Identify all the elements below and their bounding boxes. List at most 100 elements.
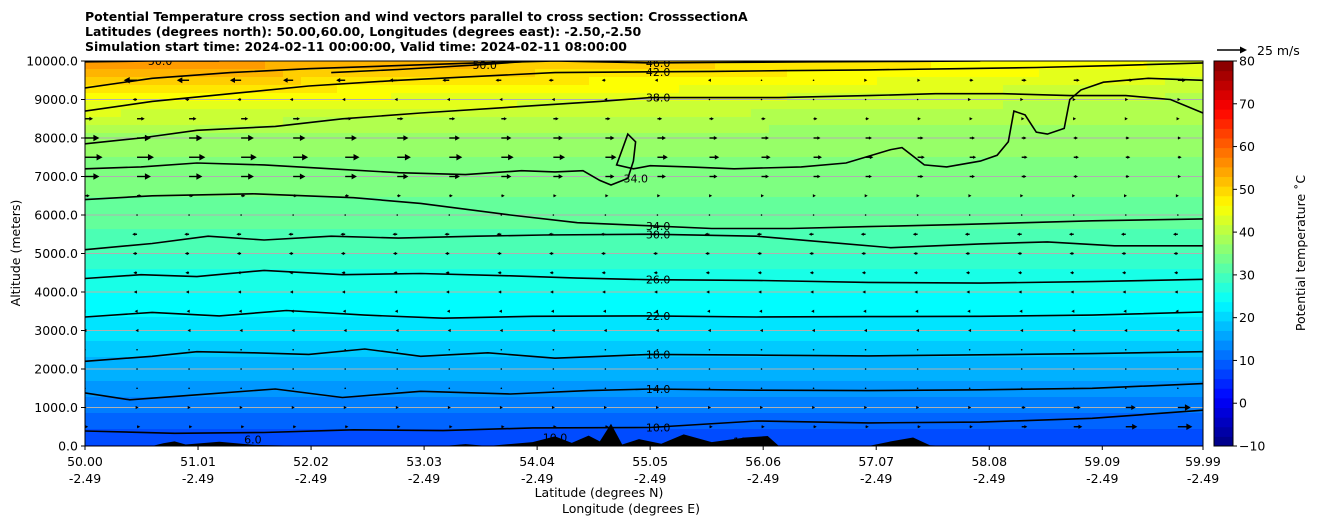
field-cell (823, 133, 842, 142)
field-cell (355, 389, 374, 398)
field-cell (1111, 261, 1130, 270)
field-cell (391, 125, 410, 134)
field-cell (319, 125, 338, 134)
field-cell (193, 69, 212, 78)
field-cell (211, 277, 230, 286)
field-cell (805, 341, 824, 350)
field-cell (751, 397, 770, 406)
wind-vector (1124, 387, 1127, 390)
field-cell (715, 205, 734, 214)
field-cell (409, 213, 428, 222)
field-cell (301, 261, 320, 270)
field-cell (121, 437, 140, 446)
wind-vector-head (1023, 136, 1027, 140)
field-cell (733, 141, 752, 150)
wind-vector (136, 387, 138, 390)
field-cell (247, 85, 266, 94)
field-cell (661, 133, 680, 142)
field-cell (409, 397, 428, 406)
field-cell (967, 181, 986, 190)
field-cell (913, 189, 932, 198)
field-cell (1093, 285, 1112, 294)
field-cell (1003, 85, 1022, 94)
field-cell (1057, 77, 1076, 86)
field-cell (1075, 237, 1094, 246)
field-cell (949, 389, 968, 398)
field-cell (967, 381, 986, 390)
field-cell (1201, 61, 1203, 70)
field-cell (1021, 117, 1040, 126)
field-cell (949, 301, 968, 310)
wind-vector-head (89, 116, 93, 121)
field-cell (679, 237, 698, 246)
field-cell (913, 397, 932, 406)
field-cell (967, 437, 986, 446)
field-cell (175, 125, 194, 134)
field-cell (985, 189, 1004, 198)
field-cell (1201, 173, 1203, 182)
wind-vector-head (1019, 309, 1023, 313)
field-cell (535, 413, 554, 422)
field-cell (319, 61, 338, 70)
field-cell (553, 373, 572, 382)
field-cell (805, 117, 824, 126)
field-cell (949, 253, 968, 262)
wind-vector-head (248, 173, 254, 180)
field-cell (841, 205, 860, 214)
field-cell (373, 229, 392, 238)
field-cell (823, 421, 842, 430)
field-cell (427, 93, 446, 102)
field-cell (211, 149, 230, 158)
field-cell (499, 397, 518, 406)
field-cell (517, 405, 536, 414)
field-cell (1057, 93, 1076, 102)
wind-vector-head (86, 194, 90, 198)
field-cell (1147, 93, 1166, 102)
field-cell (1039, 197, 1058, 206)
field-cell (679, 189, 698, 198)
field-cell (733, 101, 752, 110)
field-cell (175, 141, 194, 150)
field-cell (265, 157, 284, 166)
field-cell (355, 253, 374, 262)
field-cell (355, 101, 374, 110)
field-cell (85, 349, 104, 358)
field-cell (571, 85, 590, 94)
field-cell (1165, 373, 1184, 382)
field-cell (787, 133, 806, 142)
field-cell (823, 309, 842, 318)
field-cell (481, 333, 500, 342)
field-cell (1039, 413, 1058, 422)
field-cell (1039, 293, 1058, 302)
wind-vector-head (242, 194, 246, 198)
field-cell (931, 437, 950, 446)
field-cell (931, 373, 950, 382)
field-cell (463, 341, 482, 350)
field-cell (787, 373, 806, 382)
field-cell (823, 413, 842, 422)
colorbar-band (1214, 359, 1233, 370)
wind-vector-head (921, 155, 925, 160)
field-cell (301, 69, 320, 78)
field-cell (535, 301, 554, 310)
field-cell (769, 237, 788, 246)
field-cell (859, 413, 878, 422)
field-cell (607, 429, 626, 438)
field-cell (193, 421, 212, 430)
field-cell (1021, 437, 1040, 446)
colorbar-band (1214, 176, 1233, 187)
field-cell (895, 229, 914, 238)
field-cell (1057, 309, 1076, 318)
wind-vector-head (865, 425, 869, 429)
field-cell (499, 93, 518, 102)
wind-vector-head (811, 309, 815, 313)
field-cell (877, 309, 896, 318)
field-cell (517, 77, 536, 86)
wind-vector-head (917, 78, 921, 82)
field-cell (715, 125, 734, 134)
field-cell (301, 221, 320, 230)
field-cell (553, 157, 572, 166)
field-cell (877, 189, 896, 198)
field-cell (715, 245, 734, 254)
field-cell (193, 149, 212, 158)
